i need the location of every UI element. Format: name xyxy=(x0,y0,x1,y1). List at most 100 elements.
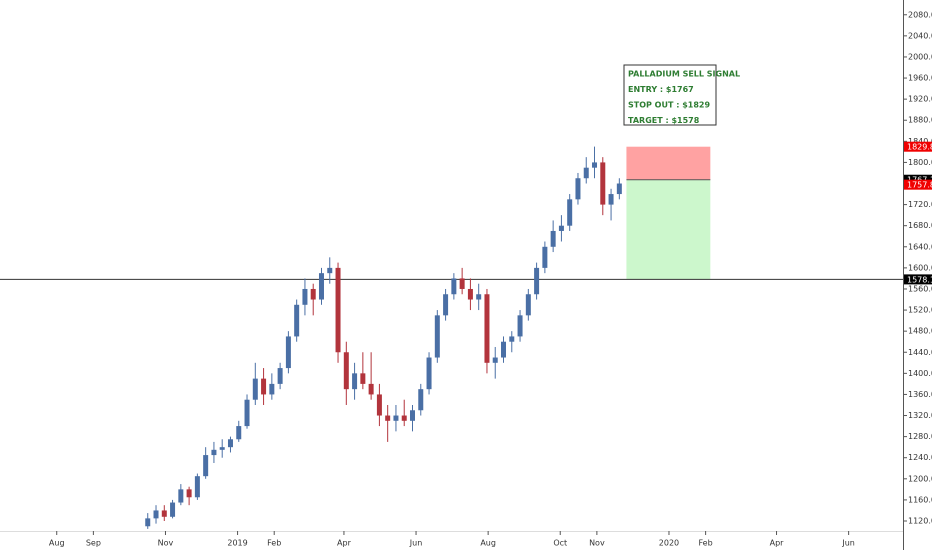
annotation-text: STOP OUT : $1829 xyxy=(628,101,710,110)
annotation-text: PALLADIUM SELL SIGNAL xyxy=(628,70,740,79)
candle-body xyxy=(294,304,300,337)
candle-body xyxy=(178,489,184,503)
candle-body xyxy=(608,194,614,205)
x-tick-label: Apr xyxy=(770,539,785,548)
candle-body xyxy=(211,449,217,456)
price-label-box xyxy=(904,141,932,152)
price-label-box xyxy=(904,179,932,190)
candle-body xyxy=(203,455,209,477)
y-tick-label: 1360.00 xyxy=(908,390,932,399)
candle-body xyxy=(393,415,399,421)
x-tick-label: Nov xyxy=(158,539,174,548)
candle-body xyxy=(616,183,622,195)
y-tick-label: 1640.00 xyxy=(908,242,932,251)
y-tick-label: 2040.00 xyxy=(908,31,932,40)
candle-body xyxy=(269,383,275,395)
x-tick-label: Jun xyxy=(409,539,423,548)
y-tick-label: 1240.00 xyxy=(908,453,932,462)
x-tick-label: 2019 xyxy=(227,539,247,548)
y-tick-label: 1280.00 xyxy=(908,432,932,441)
candle-body xyxy=(517,315,523,337)
y-tick-label: 1880.00 xyxy=(908,116,932,125)
x-tick-label: 2020 xyxy=(659,539,679,548)
price-label: 1829.80 xyxy=(907,143,932,152)
y-tick-label: 2080.00 xyxy=(908,10,932,19)
candle-body xyxy=(401,415,407,421)
candle-body xyxy=(525,294,531,316)
y-tick-label: 1440.00 xyxy=(908,348,932,357)
y-tick-label: 1720.00 xyxy=(908,200,932,209)
annotation-text: ENTRY : $1767 xyxy=(628,85,694,94)
y-tick-label: 1800.00 xyxy=(908,158,932,167)
y-tick-label: 1480.00 xyxy=(908,327,932,336)
candle-body xyxy=(318,273,324,300)
candle-body xyxy=(186,489,192,498)
candle-body xyxy=(567,199,573,226)
y-tick-label: 1400.00 xyxy=(908,369,932,378)
candle-body xyxy=(501,341,507,358)
candle-body xyxy=(285,336,291,369)
candle-body xyxy=(343,352,349,390)
y-tick-label: 1960.00 xyxy=(908,74,932,83)
candle-body xyxy=(252,378,258,400)
y-tick-label: 1320.00 xyxy=(908,411,932,420)
candle-body xyxy=(227,439,233,448)
candle-body xyxy=(360,373,366,384)
candle-body xyxy=(368,383,374,395)
candle-body xyxy=(575,178,581,200)
candle-body xyxy=(484,294,490,363)
candle-body xyxy=(161,510,167,517)
candle-body xyxy=(476,294,482,300)
candle-body xyxy=(153,510,159,519)
price-label: 1578.17 xyxy=(907,275,932,284)
x-tick-label: Feb xyxy=(267,539,281,548)
x-tick-label: Oct xyxy=(553,539,567,548)
y-tick-label: 2000.00 xyxy=(908,52,932,61)
y-tick-label: 1560.00 xyxy=(908,284,932,293)
annotation-text: TARGET : $1578 xyxy=(628,116,700,125)
y-tick-label: 1520.00 xyxy=(908,306,932,315)
candle-body xyxy=(434,315,440,358)
candle-body xyxy=(534,267,540,295)
candle-body xyxy=(451,278,457,295)
candle-body xyxy=(550,230,556,247)
candle-body xyxy=(277,368,283,384)
candle-body xyxy=(236,426,242,440)
candle-body xyxy=(327,267,333,274)
candle-body xyxy=(426,357,432,390)
x-tick-label: Apr xyxy=(337,539,352,548)
y-tick-label: 1600.00 xyxy=(908,263,932,272)
y-tick-label: 1160.00 xyxy=(908,495,932,504)
x-tick-label: Sep xyxy=(86,539,101,548)
candle-body xyxy=(542,246,548,268)
x-tick-label: Aug xyxy=(480,539,496,548)
candle-body xyxy=(558,225,564,231)
candle-body xyxy=(145,518,151,527)
candle-body xyxy=(600,162,606,205)
candle-body xyxy=(418,389,424,411)
price-label: 1757.80 xyxy=(907,181,932,190)
y-tick-label: 1840.00 xyxy=(908,137,932,146)
candle-body xyxy=(492,357,498,363)
candle-body xyxy=(310,288,316,300)
candle-body xyxy=(592,162,598,168)
candle-body xyxy=(219,447,225,450)
candle-body xyxy=(335,267,341,353)
y-tick-label: 1200.00 xyxy=(908,474,932,483)
candle-body xyxy=(443,294,449,316)
y-tick-label: 1120.00 xyxy=(908,516,932,525)
y-tick-label: 1920.00 xyxy=(908,95,932,104)
stop-zone xyxy=(626,146,711,180)
candle-body xyxy=(376,394,382,416)
candle-body xyxy=(261,378,267,395)
x-tick-label: Nov xyxy=(589,539,605,548)
x-tick-label: Feb xyxy=(699,539,713,548)
candle-body xyxy=(509,336,515,342)
target-zone xyxy=(626,179,711,280)
x-tick-label: Jun xyxy=(841,539,855,548)
candle-body xyxy=(352,373,358,390)
candle-body xyxy=(409,410,415,421)
candle-body xyxy=(244,399,250,427)
